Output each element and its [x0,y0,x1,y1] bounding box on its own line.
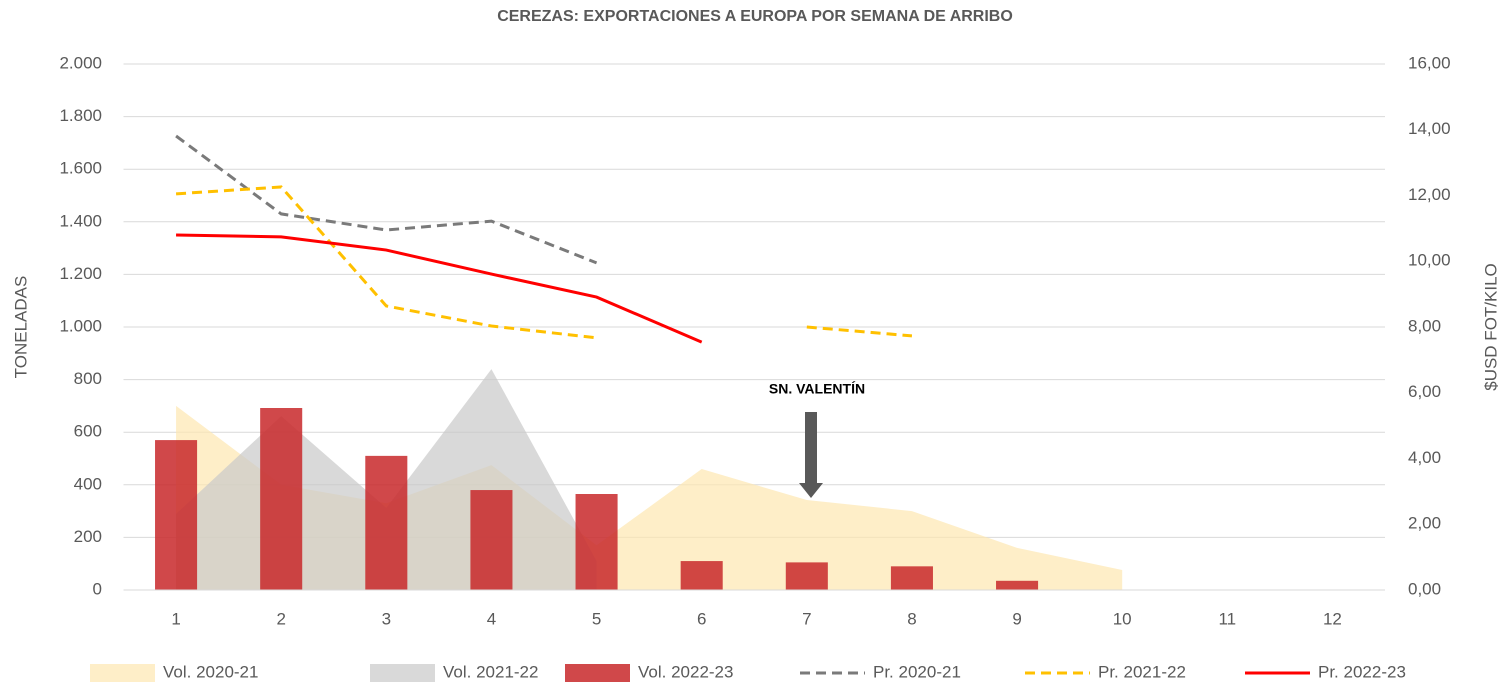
bar [470,490,513,590]
bar [575,494,618,590]
bar [155,440,198,590]
legend-swatch [565,664,630,682]
x-tick-label: 7 [802,609,811,628]
y-tick-label: 2.000 [59,53,102,72]
y2-tick-label: 8,00 [1408,316,1441,335]
x-tick-label: 3 [382,609,391,628]
legend-swatch [370,664,435,682]
y2-tick-label: 14,00 [1408,119,1451,138]
legend-label: Pr. 2021-22 [1098,662,1186,681]
x-tick-label: 2 [276,609,285,628]
legend-label: Pr. 2022-23 [1318,662,1406,681]
x-tick-label: 12 [1323,609,1342,628]
x-tick-label: 10 [1113,609,1132,628]
y-tick-label: 400 [74,474,102,493]
legend-label: Pr. 2020-21 [873,662,961,681]
legend-label: Vol. 2021-22 [443,662,538,681]
legend-swatch [90,664,155,682]
y2-tick-label: 16,00 [1408,53,1451,72]
chart-title: CEREZAS: EXPORTACIONES A EUROPA POR SEMA… [497,8,1013,25]
arrow [799,412,823,498]
y2-axis-label: $USD FOT/KILO [1481,263,1500,391]
y2-tick-label: 0,00 [1408,579,1441,598]
y-tick-label: 1.400 [59,211,102,230]
y-tick-label: 600 [74,422,102,441]
bar [890,566,933,590]
bar [785,562,828,590]
x-tick-label: 5 [592,609,601,628]
y-tick-label: 1.600 [59,159,102,178]
y2-tick-label: 2,00 [1408,514,1441,533]
x-tick-label: 8 [907,609,916,628]
line [176,233,703,344]
y-tick-label: 200 [74,527,102,546]
bar [260,408,303,590]
y-axis-label: TONELADAS [11,276,30,379]
y-tick-label: 1.800 [59,106,102,125]
x-tick-label: 6 [697,609,706,628]
legend-label: Vol. 2022-23 [638,662,733,681]
bar [996,580,1039,590]
y2-tick-label: 12,00 [1408,185,1451,204]
x-tick-label: 11 [1218,609,1236,628]
bar [680,561,723,590]
y2-tick-label: 10,00 [1408,251,1451,270]
y-tick-label: 0 [93,579,102,598]
line [175,134,598,265]
y-tick-label: 1.200 [59,264,102,283]
y-tick-label: 800 [74,369,102,388]
annotation: SN. VALENTÍN [769,381,865,397]
line [806,325,913,338]
legend-label: Vol. 2020-21 [163,662,258,681]
bar [365,455,408,590]
y2-tick-label: 4,00 [1408,448,1441,467]
x-tick-label: 4 [487,609,496,628]
x-tick-label: 1 [171,609,180,628]
x-tick-label: 9 [1012,609,1021,628]
y2-tick-label: 6,00 [1408,382,1441,401]
y-tick-label: 1.000 [59,316,102,335]
line [175,185,597,340]
